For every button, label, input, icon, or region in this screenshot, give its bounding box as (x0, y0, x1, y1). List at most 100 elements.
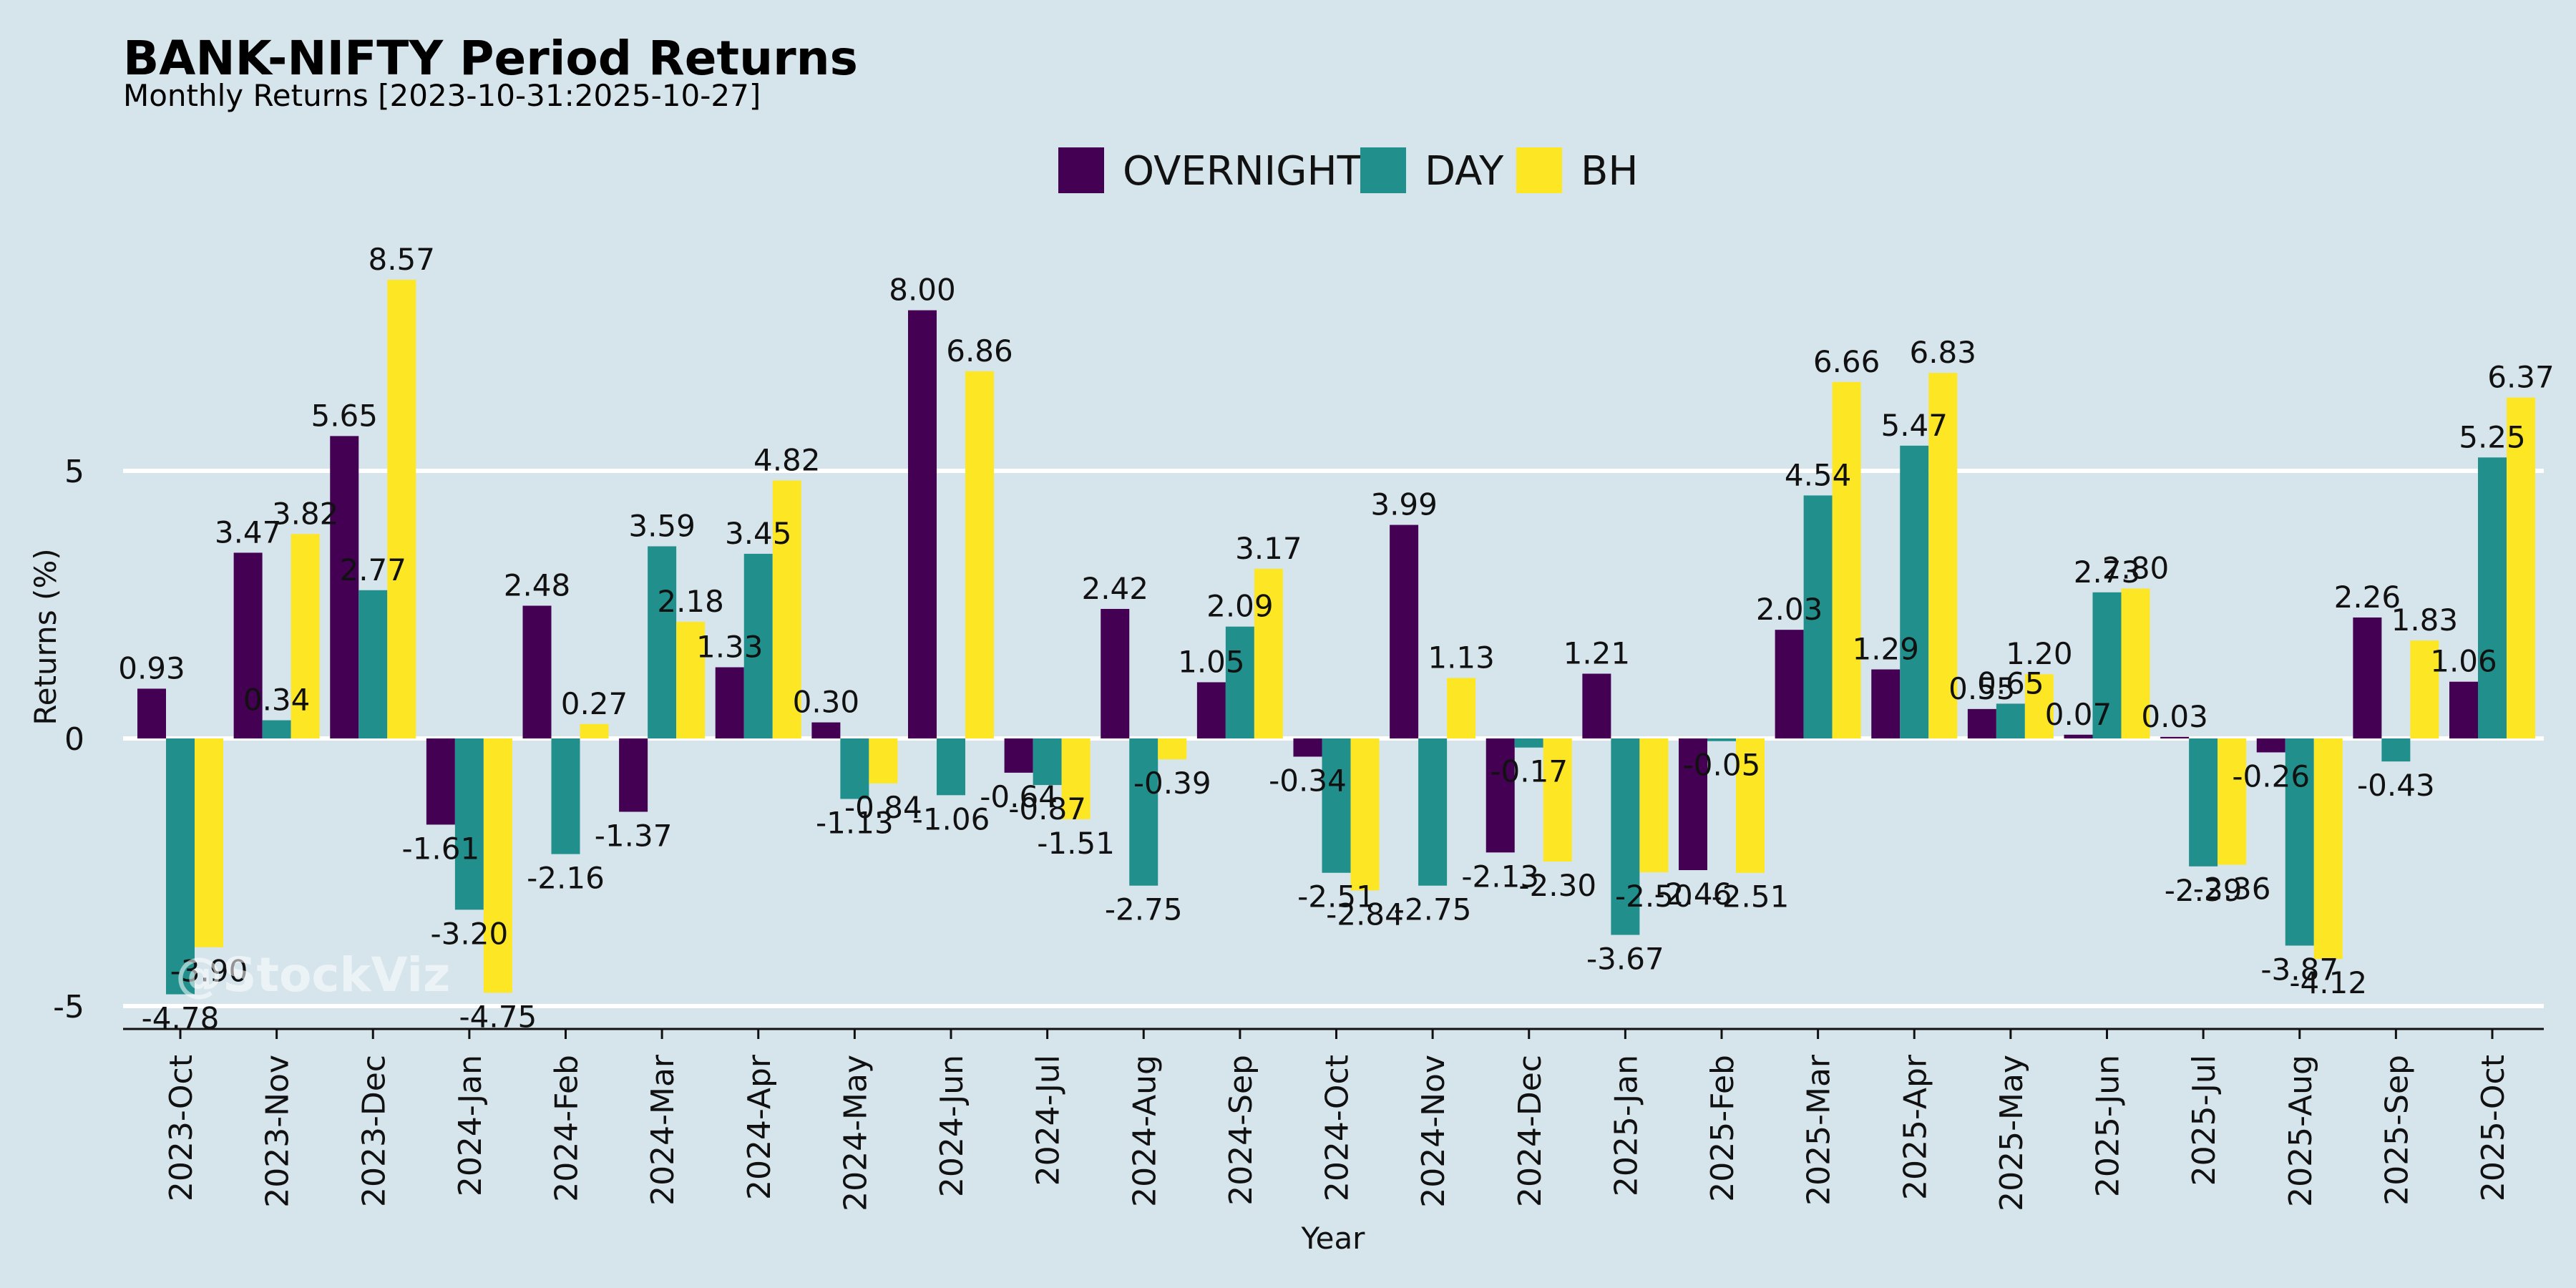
data-label: -2.16 (527, 861, 605, 896)
x-tick-label: 2025-Sep (2379, 1055, 2415, 1206)
bar-overnight (2160, 736, 2190, 738)
x-tick-label: 2024-Apr (741, 1054, 778, 1200)
y-tick-label: 0 (64, 721, 84, 758)
data-label: 2.73 (2074, 555, 2141, 590)
data-label: 1.06 (2430, 644, 2497, 679)
x-tick-label: 2023-Nov (260, 1055, 296, 1208)
data-label: 6.37 (2487, 360, 2555, 395)
data-label: 0.07 (2045, 697, 2112, 732)
data-label: 1.05 (1178, 644, 1245, 679)
data-label: 8.57 (368, 242, 435, 277)
y-axis-label: Returns (%) (28, 548, 63, 725)
x-axis-label: Year (1301, 1221, 1366, 1256)
x-tick-label: 2025-Oct (2475, 1055, 2512, 1201)
data-label: 3.82 (272, 496, 339, 531)
x-tick-label: 2024-Dec (1512, 1055, 1548, 1207)
bar-bh (1832, 381, 1861, 738)
data-label: -1.51 (1037, 826, 1115, 861)
legend-swatch-day (1360, 147, 1406, 193)
data-label: -2.51 (1712, 879, 1790, 914)
x-tick-label: 2023-Dec (356, 1055, 392, 1207)
data-label: 2.80 (2102, 551, 2170, 586)
data-label: 5.25 (2459, 419, 2526, 454)
data-label: -2.51 (1297, 879, 1375, 914)
data-label: 1.33 (696, 630, 763, 665)
data-label: -4.78 (142, 1001, 220, 1036)
bar-bh (869, 738, 898, 784)
data-label: 2.09 (1206, 589, 1274, 624)
chart-title: BANK-NIFTY Period Returns (123, 31, 858, 86)
bar-bh (387, 279, 416, 738)
data-label: -3.67 (1586, 942, 1664, 977)
bar-day (1803, 495, 1833, 738)
bar-day (2381, 738, 2411, 762)
data-label: -0.05 (1683, 748, 1761, 783)
data-label: 2.42 (1081, 571, 1148, 606)
x-tick-label: 2024-Jan (452, 1055, 489, 1196)
data-label: 2.48 (504, 567, 571, 602)
data-label: -0.87 (1008, 791, 1086, 826)
data-label: -2.13 (1461, 859, 1539, 894)
legend: OVERNIGHT DAY BH (1058, 147, 1639, 195)
data-label: 8.00 (889, 273, 956, 308)
data-label: -2.84 (1326, 897, 1404, 932)
bar-bh (965, 371, 994, 738)
x-tick-label: 2024-Oct (1319, 1055, 1356, 1201)
bar-bh (1928, 373, 1958, 738)
data-label: 0.93 (118, 650, 185, 686)
bar-day (937, 738, 965, 796)
legend-label-day: DAY (1425, 148, 1504, 195)
data-label: 0.34 (243, 683, 311, 718)
x-tick-label: 2023-Oct (163, 1055, 200, 1201)
x-tick-label: 2025-May (1994, 1055, 2030, 1211)
data-label: -2.30 (1518, 868, 1596, 903)
data-label: 4.82 (753, 442, 821, 477)
bar-day (1418, 738, 1448, 886)
data-label: 2.03 (1756, 592, 1823, 627)
bar-bh (1543, 738, 1572, 862)
bar-bh (1061, 738, 1091, 819)
axes: 2023-Oct 2023-Nov 2023-Dec 2024-Jan 2024-Feb… (53, 454, 2544, 1211)
bar-day (840, 738, 869, 799)
x-tick-label: 2024-Mar (645, 1054, 681, 1206)
bar-bh (580, 723, 609, 738)
bar-bh (1350, 738, 1380, 891)
bar-overnight (715, 667, 744, 738)
bar-day (1900, 445, 1929, 738)
x-tick-label: 2024-Jun (934, 1055, 970, 1197)
x-tick-label: 2025-Aug (2283, 1055, 2319, 1207)
bar-day (166, 738, 195, 995)
bar-overnight (1293, 738, 1322, 757)
bar-overnight (1390, 525, 1419, 738)
data-label: 1.29 (1852, 632, 1919, 667)
chart-subtitle: Monthly Returns [2023-10-31:2025-10-27] (123, 78, 761, 113)
data-label: -2.75 (1394, 892, 1472, 927)
bar-overnight (2449, 681, 2478, 738)
bar-overnight (1775, 630, 1804, 738)
bar-day (2478, 457, 2507, 738)
data-label: 3.45 (725, 516, 792, 551)
bar-bh (1254, 568, 1283, 738)
bar-overnight (1196, 682, 1226, 738)
data-label: 3.99 (1370, 487, 1438, 522)
data-label: 5.47 (1880, 408, 1948, 443)
x-tick-label: 2025-Apr (1897, 1054, 1933, 1200)
x-tick-label: 2025-Feb (1704, 1055, 1741, 1202)
data-label: 2.77 (339, 552, 406, 587)
bar-overnight (1679, 738, 1707, 871)
data-label: 3.47 (215, 514, 282, 550)
data-label: -1.13 (816, 806, 894, 841)
data-label: -1.06 (912, 801, 990, 836)
bar-overnight (908, 310, 937, 739)
data-label: -0.39 (1133, 766, 1211, 801)
bar-bh (1158, 738, 1187, 760)
legend-label-bh: BH (1581, 148, 1639, 195)
data-label: -2.75 (1105, 892, 1183, 927)
bar-bh (291, 534, 320, 738)
bar-overnight (233, 552, 263, 738)
data-label: -2.36 (2193, 872, 2271, 907)
bar-bh (1447, 678, 1476, 738)
data-label: 2.26 (2334, 580, 2401, 615)
data-label: 3.59 (628, 508, 696, 543)
bar-day (1611, 738, 1640, 935)
